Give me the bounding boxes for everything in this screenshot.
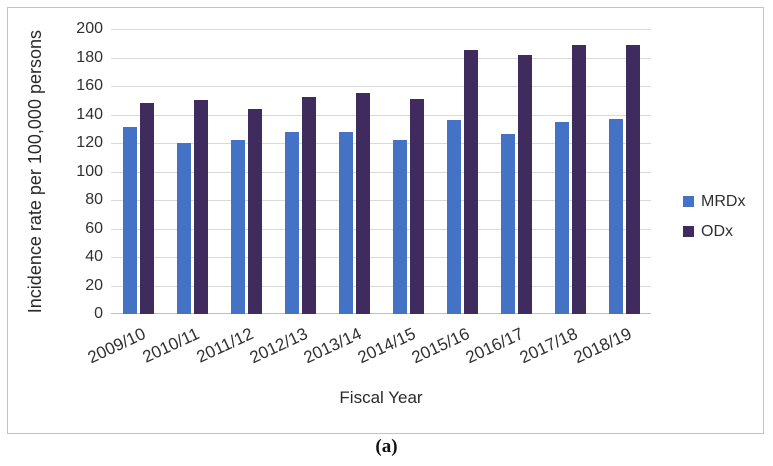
bar-odx-2011-12 — [248, 108, 262, 314]
legend-item-odx: ODx — [683, 223, 745, 240]
bar-odx-2010-11 — [194, 100, 208, 314]
gridline — [111, 114, 651, 116]
y-tick-label: 180 — [76, 48, 103, 66]
gridline — [111, 171, 651, 173]
y-tick-label: 200 — [76, 20, 103, 37]
bar-odx-2012-13 — [302, 97, 316, 314]
y-tick-label: 0 — [94, 305, 103, 322]
bar-mrdx-2011-12 — [231, 140, 245, 314]
bar-mrdx-2014-15 — [393, 140, 407, 314]
y-tick-label: 160 — [76, 77, 103, 94]
bar-odx-2017-18 — [572, 44, 586, 314]
figure-caption: (a) — [375, 436, 398, 457]
bar-mrdx-2010-11 — [177, 143, 191, 314]
y-tick-label: 80 — [85, 191, 103, 208]
y-tick-label: 140 — [76, 105, 103, 123]
bar-odx-2009-10 — [140, 103, 154, 314]
x-axis-line — [111, 313, 651, 314]
y-tick-label: 120 — [76, 134, 103, 151]
gridline — [111, 285, 651, 287]
x-axis-title: Fiscal Year — [339, 388, 423, 407]
gridline — [111, 257, 651, 258]
legend-label-mrdx: MRDx — [701, 193, 746, 210]
gridline — [111, 228, 651, 230]
bar-mrdx-2018-19 — [609, 118, 623, 314]
y-tick-label: 40 — [85, 248, 103, 265]
gridline — [111, 200, 651, 201]
bar-mrdx-2009-10 — [123, 127, 137, 314]
bar-odx-2013-14 — [356, 93, 370, 314]
y-tick-label: 20 — [85, 276, 103, 294]
legend-label-odx: ODx — [701, 223, 733, 240]
bar-mrdx-2015-16 — [447, 120, 461, 314]
bar-odx-2018-19 — [626, 44, 640, 314]
legend-item-mrdx: MRDx — [683, 193, 745, 210]
legend-swatch-icon — [683, 226, 694, 237]
gridline — [111, 29, 651, 30]
bar-odx-2015-16 — [464, 50, 478, 314]
bar-mrdx-2012-13 — [285, 131, 299, 314]
gridline — [111, 57, 651, 59]
y-axis-title: Incidence rate per 100,000 persons — [18, 29, 52, 314]
gridline — [111, 86, 651, 87]
plot-area — [111, 29, 651, 314]
gridline — [111, 143, 651, 144]
legend-swatch-icon — [683, 196, 694, 207]
bar-mrdx-2013-14 — [339, 131, 353, 314]
bar-mrdx-2017-18 — [555, 121, 569, 314]
bar-odx-2016-17 — [518, 54, 532, 314]
legend: MRDx ODx — [683, 193, 745, 253]
y-tick-label: 60 — [85, 219, 103, 237]
bar-mrdx-2016-17 — [501, 134, 515, 314]
y-axis-title-text: Incidence rate per 100,000 persons — [24, 29, 45, 314]
bar-odx-2014-15 — [410, 98, 424, 314]
y-tick-label: 100 — [76, 162, 103, 180]
